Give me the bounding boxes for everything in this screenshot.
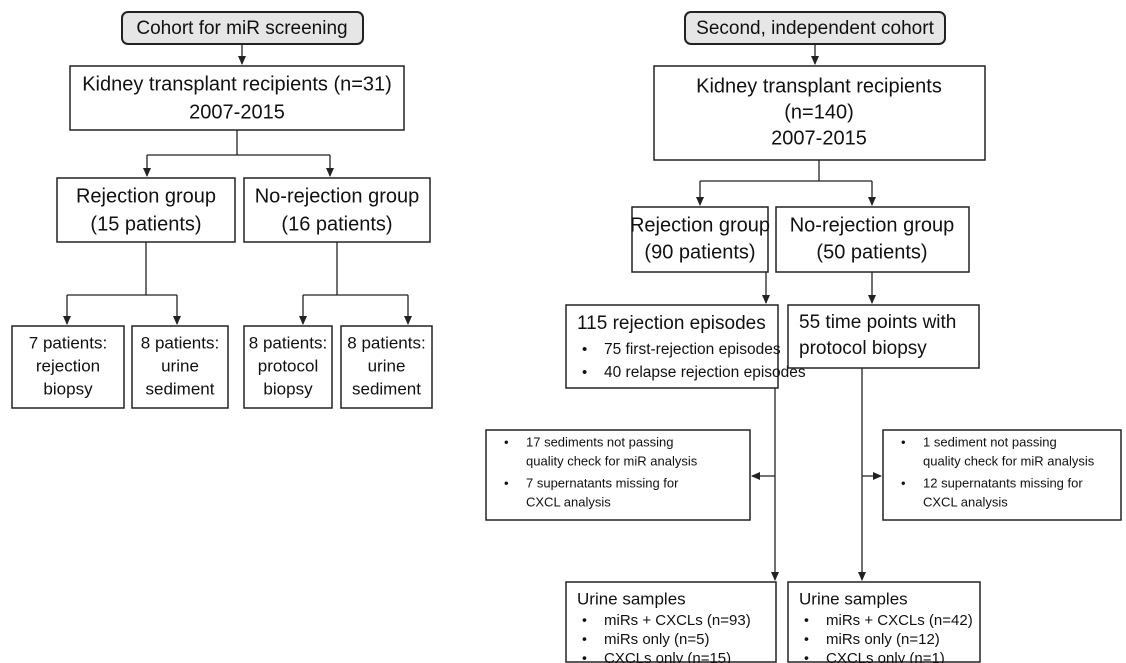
- label: 115 rejection episodes: [577, 313, 766, 334]
- bullet: •: [804, 612, 809, 628]
- box: [11, 325, 125, 409]
- bullet: •: [582, 612, 587, 628]
- label: 2007-2015: [771, 127, 867, 149]
- label: Urine samples: [799, 589, 908, 608]
- label: (50 patients): [816, 241, 927, 263]
- label: (90 patients): [644, 241, 755, 263]
- bullet: •: [804, 631, 809, 647]
- label: 17 sediments not passing: [526, 434, 673, 449]
- box: [565, 581, 777, 663]
- box: [485, 429, 751, 521]
- bullet: •: [582, 631, 587, 647]
- label: 55 time points with: [799, 312, 956, 333]
- label: urine: [161, 356, 199, 375]
- label: 8 patients:: [347, 333, 425, 352]
- label: Kidney transplant recipients: [696, 75, 942, 97]
- label: miRs + CXCLs (n=42): [826, 612, 973, 629]
- label: biopsy: [263, 379, 313, 398]
- label: Kidney transplant recipients (n=31): [82, 73, 392, 95]
- label: miRs only (n=5): [604, 631, 709, 648]
- bullet: •: [582, 364, 587, 381]
- box: [69, 65, 405, 131]
- bullet: •: [582, 650, 587, 663]
- label: rejection: [36, 356, 100, 375]
- label: 2007-2015: [189, 101, 285, 123]
- label: 7 patients:: [29, 333, 107, 352]
- label: 12 supernatants missing for: [923, 475, 1083, 490]
- cohort-title: Second, independent cohort: [696, 18, 934, 39]
- label: urine: [368, 356, 406, 375]
- bullet: •: [804, 650, 809, 663]
- bullet: •: [901, 475, 906, 490]
- label: CXCLs only (n=1): [826, 650, 945, 663]
- box: [56, 177, 236, 243]
- label: 1 sediment not passing: [923, 434, 1057, 449]
- label: No-rejection group: [790, 214, 955, 236]
- label: Urine samples: [577, 589, 686, 608]
- box: [787, 304, 980, 369]
- label: quality check for miR analysis: [526, 453, 698, 468]
- label: (n=140): [784, 101, 854, 123]
- label: CXCL analysis: [923, 494, 1008, 509]
- label: biopsy: [43, 379, 93, 398]
- bullet: •: [504, 434, 509, 449]
- label: Rejection group: [76, 185, 216, 207]
- label: quality check for miR analysis: [923, 453, 1095, 468]
- label: miRs + CXCLs (n=93): [604, 612, 751, 629]
- box: [787, 581, 981, 663]
- label: Rejection group: [630, 214, 770, 236]
- label: miRs only (n=12): [826, 631, 940, 648]
- label: sediment: [146, 379, 215, 398]
- bullet: •: [901, 434, 906, 449]
- box: [131, 325, 229, 409]
- box: [653, 65, 986, 161]
- label: sediment: [352, 379, 421, 398]
- box: [882, 429, 1122, 521]
- label: CXCL analysis: [526, 494, 611, 509]
- bullet: •: [582, 341, 587, 358]
- box: [631, 206, 769, 273]
- box: [775, 206, 970, 273]
- cohort-title: Cohort for miR screening: [136, 18, 347, 39]
- label: 8 patients:: [249, 333, 327, 352]
- label: 8 patients:: [141, 333, 219, 352]
- label: protocol biopsy: [799, 338, 927, 359]
- label: protocol: [258, 356, 318, 375]
- label: No-rejection group: [255, 185, 420, 207]
- box: [565, 304, 779, 389]
- box: [243, 177, 431, 243]
- label: 75 first-rejection episodes: [604, 341, 781, 358]
- label: 7 supernatants missing for: [526, 475, 679, 490]
- label: CXCLs only (n=15): [604, 650, 731, 663]
- label: (16 patients): [281, 213, 392, 235]
- box: [243, 325, 333, 409]
- box: [340, 325, 433, 409]
- label: 40 relapse rejection episodes: [604, 364, 806, 381]
- bullet: •: [504, 475, 509, 490]
- label: (15 patients): [90, 213, 201, 235]
